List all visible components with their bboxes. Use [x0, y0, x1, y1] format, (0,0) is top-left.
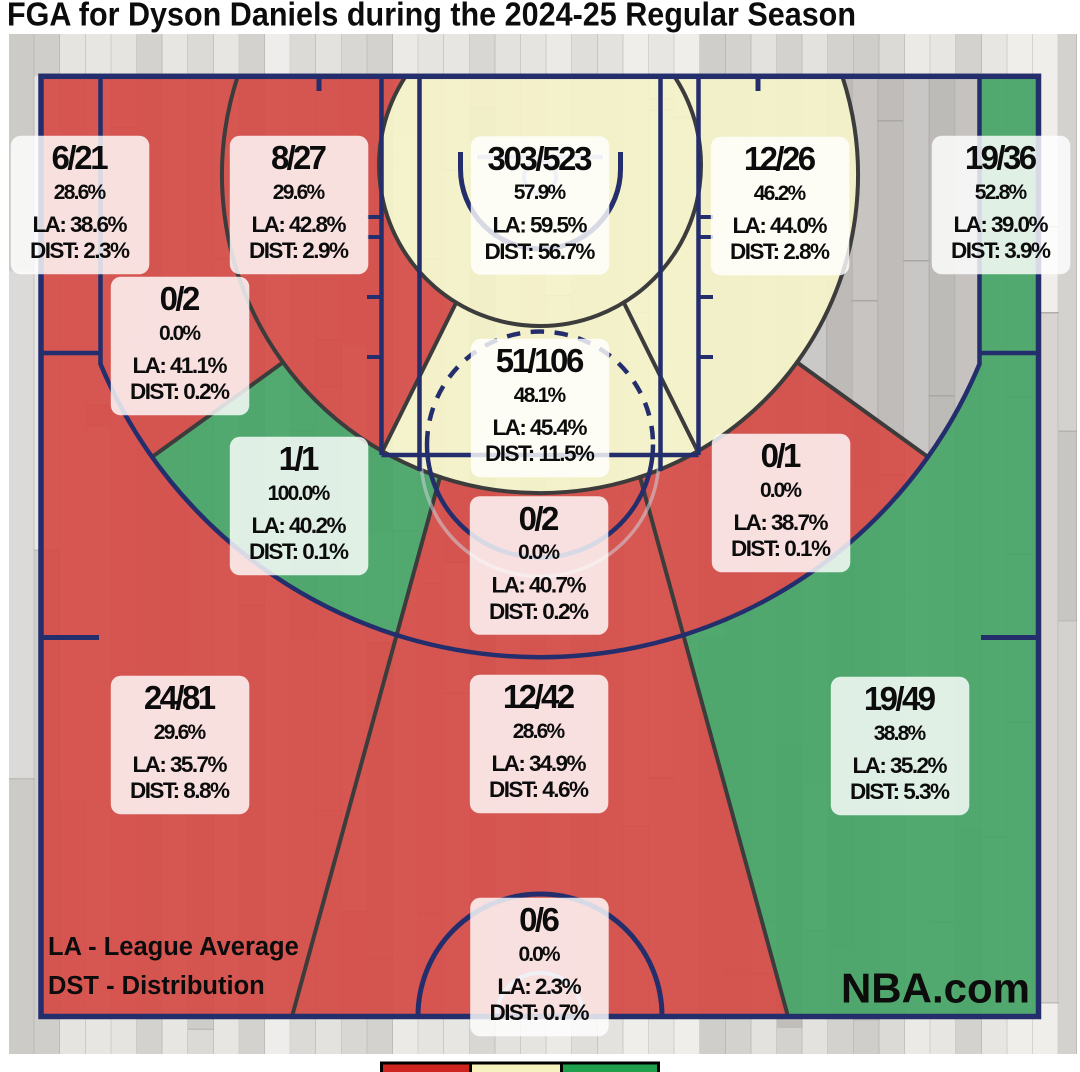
- svg-text:LA: 35.7%: LA: 35.7%: [133, 752, 228, 777]
- svg-text:DIST: 2.9%: DIST: 2.9%: [249, 238, 349, 263]
- svg-text:LA: 45.4%: LA: 45.4%: [493, 415, 588, 440]
- svg-text:LA: 44.0%: LA: 44.0%: [733, 213, 828, 238]
- svg-text:6/21: 6/21: [51, 139, 108, 176]
- svg-text:8/27: 8/27: [271, 139, 327, 176]
- svg-text:0/2: 0/2: [160, 280, 201, 317]
- svg-text:28.6%: 28.6%: [54, 181, 107, 204]
- svg-text:19/49: 19/49: [864, 680, 936, 717]
- svg-text:NBA.com: NBA.com: [841, 965, 1030, 1012]
- svg-text:LA: 40.2%: LA: 40.2%: [252, 513, 347, 538]
- svg-text:LA: 41.1%: LA: 41.1%: [133, 353, 228, 378]
- svg-text:29.6%: 29.6%: [154, 721, 207, 744]
- svg-text:LA: 59.5%: LA: 59.5%: [493, 213, 588, 238]
- svg-text:DIST: 4.6%: DIST: 4.6%: [489, 777, 589, 802]
- svg-text:DIST: 11.5%: DIST: 11.5%: [485, 441, 595, 466]
- svg-text:0/6: 0/6: [519, 901, 560, 938]
- svg-text:LA: 35.2%: LA: 35.2%: [853, 753, 948, 778]
- svg-text:LA - League Average: LA - League Average: [48, 933, 299, 961]
- svg-text:LA: 2.3%: LA: 2.3%: [497, 974, 581, 999]
- svg-text:DIST: 0.7%: DIST: 0.7%: [490, 1000, 590, 1025]
- svg-text:LA: 42.8%: LA: 42.8%: [252, 212, 347, 237]
- svg-text:38.8%: 38.8%: [874, 722, 927, 745]
- svg-text:DIST: 8.8%: DIST: 8.8%: [130, 778, 230, 803]
- svg-text:0.0%: 0.0%: [159, 322, 201, 345]
- svg-text:DIST: 0.2%: DIST: 0.2%: [489, 599, 589, 624]
- svg-text:51/106: 51/106: [496, 342, 585, 379]
- svg-text:0.0%: 0.0%: [518, 943, 560, 966]
- svg-text:LA: 39.0%: LA: 39.0%: [954, 212, 1049, 237]
- svg-text:0/1: 0/1: [761, 437, 802, 474]
- svg-text:LA: 40.7%: LA: 40.7%: [492, 573, 587, 598]
- svg-text:LA: 38.6%: LA: 38.6%: [33, 212, 128, 237]
- svg-text:DIST: 0.2%: DIST: 0.2%: [130, 379, 230, 404]
- svg-text:DIST: 3.9%: DIST: 3.9%: [951, 238, 1051, 263]
- svg-text:DIST: 2.8%: DIST: 2.8%: [730, 239, 830, 264]
- svg-text:19/36: 19/36: [965, 139, 1037, 176]
- svg-text:0.0%: 0.0%: [760, 479, 802, 502]
- svg-text:46.2%: 46.2%: [754, 182, 807, 205]
- svg-text:DIST: 5.3%: DIST: 5.3%: [850, 779, 950, 804]
- svg-text:FGA for Dyson Daniels during t: FGA for Dyson Daniels during the 2024-25…: [7, 0, 856, 34]
- svg-text:0/2: 0/2: [519, 500, 560, 537]
- svg-text:57.9%: 57.9%: [514, 181, 567, 204]
- svg-text:DIST: 2.3%: DIST: 2.3%: [30, 238, 130, 263]
- svg-text:52.8%: 52.8%: [975, 181, 1028, 204]
- svg-text:12/26: 12/26: [744, 140, 816, 177]
- svg-text:LA: 34.9%: LA: 34.9%: [492, 751, 587, 776]
- svg-text:DIST: 56.7%: DIST: 56.7%: [485, 239, 596, 264]
- svg-text:LA: 38.7%: LA: 38.7%: [734, 510, 829, 535]
- svg-text:DIST: 0.1%: DIST: 0.1%: [731, 536, 831, 561]
- svg-text:303/523: 303/523: [488, 140, 593, 177]
- svg-text:0.0%: 0.0%: [518, 541, 560, 564]
- svg-text:DST - Distribution: DST - Distribution: [48, 972, 265, 1000]
- svg-text:12/42: 12/42: [503, 678, 575, 715]
- svg-text:24/81: 24/81: [144, 679, 216, 716]
- svg-text:28.6%: 28.6%: [513, 720, 566, 743]
- svg-text:1/1: 1/1: [279, 440, 320, 477]
- svg-text:DIST: 0.1%: DIST: 0.1%: [249, 539, 349, 564]
- svg-text:48.1%: 48.1%: [514, 384, 567, 407]
- svg-text:100.0%: 100.0%: [268, 482, 331, 505]
- svg-text:29.6%: 29.6%: [273, 181, 326, 204]
